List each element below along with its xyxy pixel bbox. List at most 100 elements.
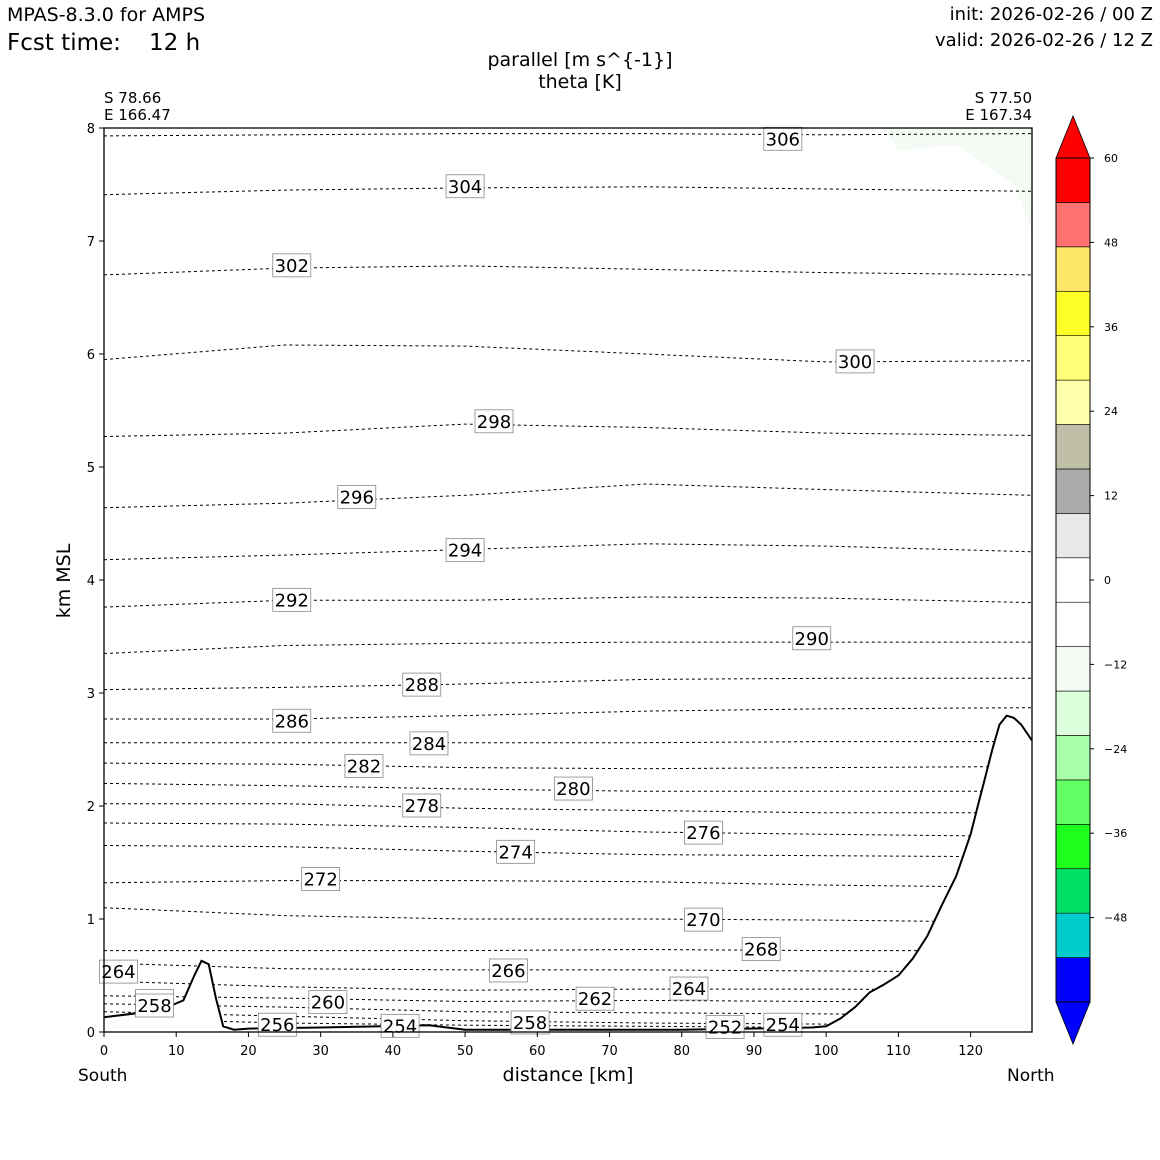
colorbar-segment	[1055, 868, 1091, 914]
contour-label: 258	[510, 1010, 550, 1035]
x-tick-label: 100	[814, 1044, 839, 1059]
y-tick-label: 5	[87, 461, 95, 476]
x-tick-label: 20	[240, 1044, 257, 1059]
forecast-time-value: 12 h	[149, 30, 201, 56]
contour-label: 258	[135, 993, 174, 1018]
contour-label: 276	[684, 820, 723, 845]
colorbar-segment	[1055, 468, 1091, 514]
contour-label: 280	[554, 776, 593, 801]
svg-text:282: 282	[347, 756, 381, 777]
contour-label: 268	[741, 937, 781, 961]
contour-theta-306	[103, 133, 1033, 137]
axis-layer: 0 10 20 30 40 50 60 70 80 90 100 110 120 0 1 2 3 4 5 6 7 8	[87, 122, 983, 1059]
x-tick-label: 90	[746, 1044, 763, 1059]
colorbar-tick-label: 60	[1104, 152, 1118, 165]
svg-text:254: 254	[383, 1016, 417, 1037]
contour-label: 266	[489, 958, 528, 983]
contour-label-layer: 306 304 302 300 298 296 294 292 290 288 286 284 282 2…	[99, 126, 875, 1039]
contour-label: 264	[99, 959, 138, 984]
terrain-fill	[104, 715, 1032, 1032]
contour-label: 252	[705, 1015, 745, 1039]
svg-text:300: 300	[838, 352, 872, 373]
colorbar-segment	[1055, 646, 1091, 692]
svg-text:274: 274	[498, 842, 532, 863]
contour-label: 300	[835, 349, 875, 374]
contour-label: 288	[402, 672, 442, 697]
colorbar-segment	[1055, 202, 1091, 248]
colorbar-segment	[1055, 157, 1091, 203]
contour-label: 296	[337, 485, 377, 509]
right-endpoint-lat: S 77.50	[974, 89, 1032, 107]
colorbar-tick-label: 0	[1104, 574, 1111, 587]
colorbar-segment	[1055, 957, 1091, 1003]
contour-theta-272	[103, 880, 1033, 888]
svg-text:298: 298	[477, 412, 511, 433]
plot-frame	[103, 127, 1033, 1033]
colorbar-segment	[1055, 601, 1091, 647]
contour-label: 274	[496, 839, 536, 864]
colorbar: 60 48 36 24 12 0 −12 −24 −36 −48	[1055, 114, 1127, 1046]
colorbar-segment	[1055, 690, 1091, 736]
colorbar-tick-label: 36	[1104, 321, 1118, 334]
colorbar-segment	[1055, 290, 1091, 336]
y-tick-label: 2	[87, 800, 95, 815]
contour-label: 260	[308, 990, 348, 1015]
contour-theta-266	[103, 962, 1033, 973]
contour-theta-304	[103, 186, 1033, 196]
y-tick-label: 8	[87, 122, 95, 137]
contour-label: 262	[575, 986, 615, 1011]
x-tick-label: 40	[385, 1044, 402, 1059]
x-tick-label: 0	[100, 1044, 108, 1059]
contour-label: 302	[272, 253, 312, 278]
x-tick-label: 120	[958, 1044, 983, 1059]
contour-theta-292	[103, 596, 1033, 608]
colorbar-under-triangle	[1055, 1001, 1091, 1046]
contour-label: 272	[301, 867, 341, 891]
contour-theta-298	[103, 423, 1033, 437]
svg-text:272: 272	[303, 869, 337, 890]
svg-text:252: 252	[708, 1017, 742, 1038]
contour-label: 292	[272, 587, 312, 612]
contour-theta-296	[103, 483, 1033, 509]
contour-label: 270	[684, 907, 723, 932]
left-endpoint-lon: E 166.47	[104, 106, 171, 124]
chart-title-line1: parallel [m s^{-1}]	[487, 49, 673, 71]
contour-theta-270	[103, 907, 1033, 923]
y-tick-label: 7	[87, 235, 95, 250]
right-endpoint-lon: E 167.34	[965, 106, 1032, 124]
x-tick-label: 50	[457, 1044, 474, 1059]
contour-theta-286	[104, 707, 1033, 720]
svg-text:262: 262	[578, 989, 612, 1010]
colorbar-segment	[1055, 424, 1091, 470]
svg-text:276: 276	[686, 823, 720, 844]
contour-label: 286	[272, 708, 312, 733]
x-tick-label: 10	[168, 1044, 185, 1059]
colorbar-segment	[1055, 513, 1091, 559]
contour-theta-288	[103, 677, 1032, 691]
svg-text:270: 270	[686, 910, 720, 931]
y-tick-label: 3	[87, 687, 95, 702]
contour-label: 256	[257, 1012, 297, 1037]
contour-theta-294	[103, 543, 1033, 561]
contour-label: 290	[792, 626, 832, 651]
x-tick-label: 110	[886, 1044, 911, 1059]
contour-theta-278	[104, 803, 1032, 814]
x-tick-label: 80	[673, 1044, 690, 1059]
colorbar-tick-label: −24	[1104, 743, 1127, 756]
svg-text:264: 264	[672, 979, 706, 1000]
colorbar-segment	[1055, 735, 1091, 781]
forecast-time-label: Fcst time:	[7, 30, 121, 56]
x-axis-label: distance [km]	[502, 1064, 634, 1086]
colorbar-over-triangle	[1055, 114, 1091, 159]
contour-label: 304	[445, 174, 485, 199]
contour-theta-282	[103, 762, 1033, 770]
contour-label: 278	[402, 793, 442, 818]
svg-text:294: 294	[448, 541, 482, 562]
svg-text:304: 304	[448, 177, 482, 198]
theta-contour-layer	[103, 133, 1033, 1028]
colorbar-tick-label: 24	[1104, 405, 1118, 418]
colorbar-segment	[1055, 335, 1091, 381]
shaded-patch-layer	[883, 128, 1032, 230]
svg-text:278: 278	[405, 796, 439, 817]
